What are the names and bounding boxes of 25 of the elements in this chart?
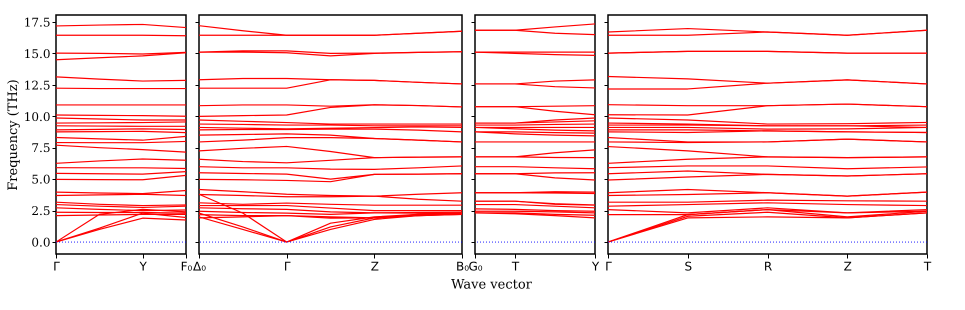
x-axis-title: Wave vector — [451, 278, 533, 292]
x-tick-label: Z — [844, 260, 852, 274]
x-tick-label: Z — [370, 260, 379, 274]
y-tick-label: 5.0 — [31, 172, 50, 187]
x-tick-label: Δ₀ — [192, 260, 206, 274]
x-tick-label: G₀ — [468, 260, 483, 274]
y-axis-title: Frequency (THz) — [6, 79, 21, 191]
y-tick-label: 7.5 — [31, 141, 50, 156]
x-tick-label: Y — [138, 260, 148, 274]
x-tick-label: Γ — [53, 260, 60, 274]
x-tick-label: R — [764, 260, 772, 274]
y-tick-label: 2.5 — [31, 204, 50, 218]
x-tick-label: Γ — [284, 260, 291, 274]
x-tick-label: T — [922, 260, 932, 274]
y-tick-label: 0.0 — [31, 236, 50, 250]
y-tick-label: 10.0 — [24, 110, 50, 124]
y-tick-label: 15.0 — [24, 46, 50, 61]
x-tick-label: F₀ — [180, 260, 193, 274]
x-tick-label: Y — [590, 260, 600, 274]
x-tick-label: B₀ — [456, 260, 470, 274]
y-tick-label: 17.5 — [24, 15, 50, 30]
x-tick-label: Γ — [605, 260, 612, 274]
x-tick-label: S — [684, 260, 692, 274]
x-tick-label: T — [510, 260, 520, 274]
y-tick-label: 12.5 — [24, 78, 50, 92]
